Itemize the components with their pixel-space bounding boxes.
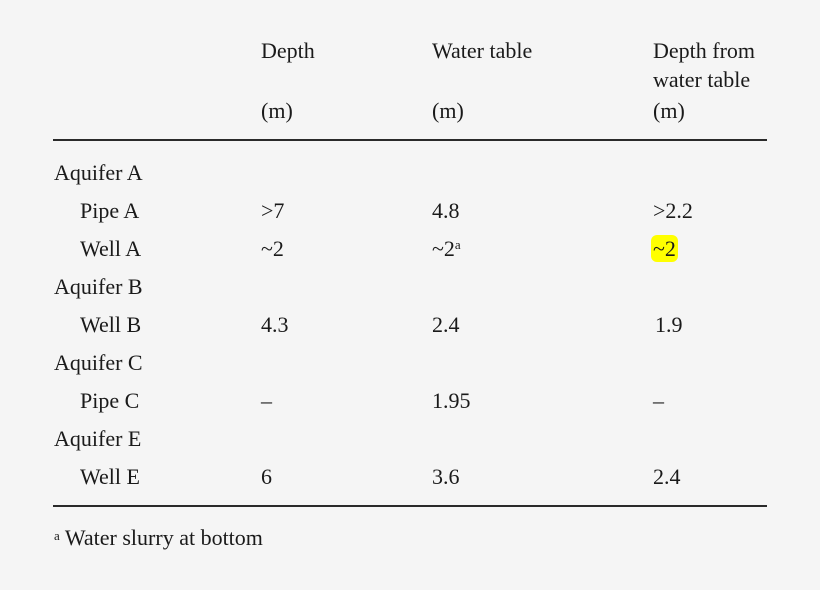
header-depth-from-wt: Depth from [653,38,756,63]
cell-depth-from-wt: >2.2 [653,198,693,223]
row-label: Well E [80,464,140,489]
header-depth-from-wt-line2: water table [653,67,751,92]
row-label: Well A [80,236,142,261]
cell-water-table: 4.8 [432,198,460,223]
cell-water-table: ~2a [432,236,461,262]
cell-depth: 6 [261,464,272,489]
cell-depth-from-wt: – [653,388,664,413]
group-label: Aquifer E [54,426,142,451]
header-depth-unit: (m) [261,98,293,123]
cell-water-table: 2.4 [432,312,460,337]
cell-water-table-value: ~2 [432,236,455,261]
header-water-table-unit: (m) [432,98,464,123]
group-label: Aquifer B [54,274,143,299]
highlighted-value: ~2 [651,235,678,262]
footnote: a Water slurry at bottom [54,525,263,551]
footnote-marker: a [454,237,461,252]
row-label: Well B [80,312,142,337]
header-depth-from-wt-unit: (m) [653,98,685,123]
header-depth: Depth [261,38,315,63]
header-rule [53,139,767,141]
header-water-table: Water table [432,38,533,63]
cell-depth: ~2 [261,236,284,261]
cell-depth-from-wt: 2.4 [653,464,681,489]
cell-depth: >7 [261,198,285,223]
cell-depth-from-wt: ~2 [651,235,678,262]
cell-depth-from-wt: 1.9 [655,312,683,337]
cell-depth: 4.3 [261,312,289,337]
footnote-marker: a [54,528,60,543]
row-label: Pipe A [80,198,140,223]
group-label: Aquifer C [54,350,143,375]
group-label: Aquifer A [54,160,143,185]
cell-depth: – [261,388,272,413]
cell-water-table: 1.95 [432,388,471,413]
row-label: Pipe C [80,388,140,413]
footnote-text: Water slurry at bottom [64,525,263,550]
cell-water-table: 3.6 [432,464,460,489]
bottom-rule [53,505,767,507]
